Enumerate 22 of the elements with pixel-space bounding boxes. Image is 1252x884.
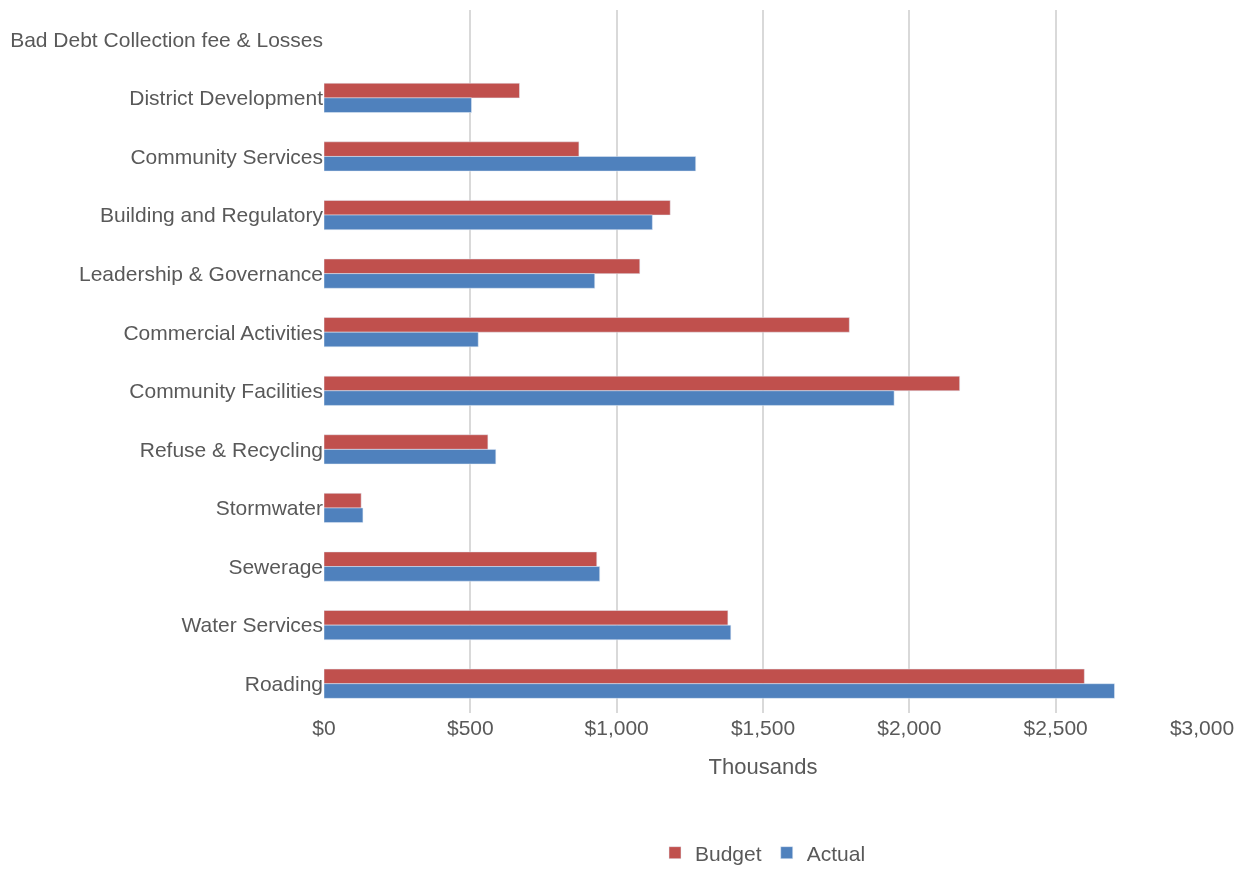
y-tick-label: Sewerage — [228, 554, 323, 578]
legend-label: Budget — [695, 841, 762, 865]
legend-label: Actual — [806, 841, 866, 865]
x-tick-label: $2,500 — [1023, 716, 1088, 739]
y-tick-label: Water Services — [181, 613, 323, 637]
y-tick-label: Leadership & Governance — [79, 261, 323, 285]
y-tick-label: Commercial Activities — [123, 320, 323, 344]
x-tick-label: $3,000 — [1169, 716, 1235, 739]
x-tick-label: $0 — [312, 716, 336, 739]
y-tick-label: Community Services — [130, 144, 323, 168]
x-axis-title: Thousands — [708, 753, 818, 779]
y-tick-label: Stormwater — [215, 496, 324, 520]
x-tick-label: $1,500 — [730, 716, 796, 739]
y-tick-label: Bad Debt Collection fee & Losses — [10, 27, 323, 51]
y-tick-label: District Development — [129, 86, 324, 110]
y-tick-label: Refuse & Recycling — [139, 437, 323, 461]
y-tick-label: Roading — [244, 672, 323, 696]
y-tick-label: Community Facilities — [129, 379, 323, 403]
x-tick-label: $500 — [446, 716, 494, 739]
x-tick-label: $2,000 — [877, 716, 942, 739]
y-tick-label: Building and Regulatory — [100, 203, 324, 227]
x-tick-label: $1,000 — [584, 716, 649, 739]
